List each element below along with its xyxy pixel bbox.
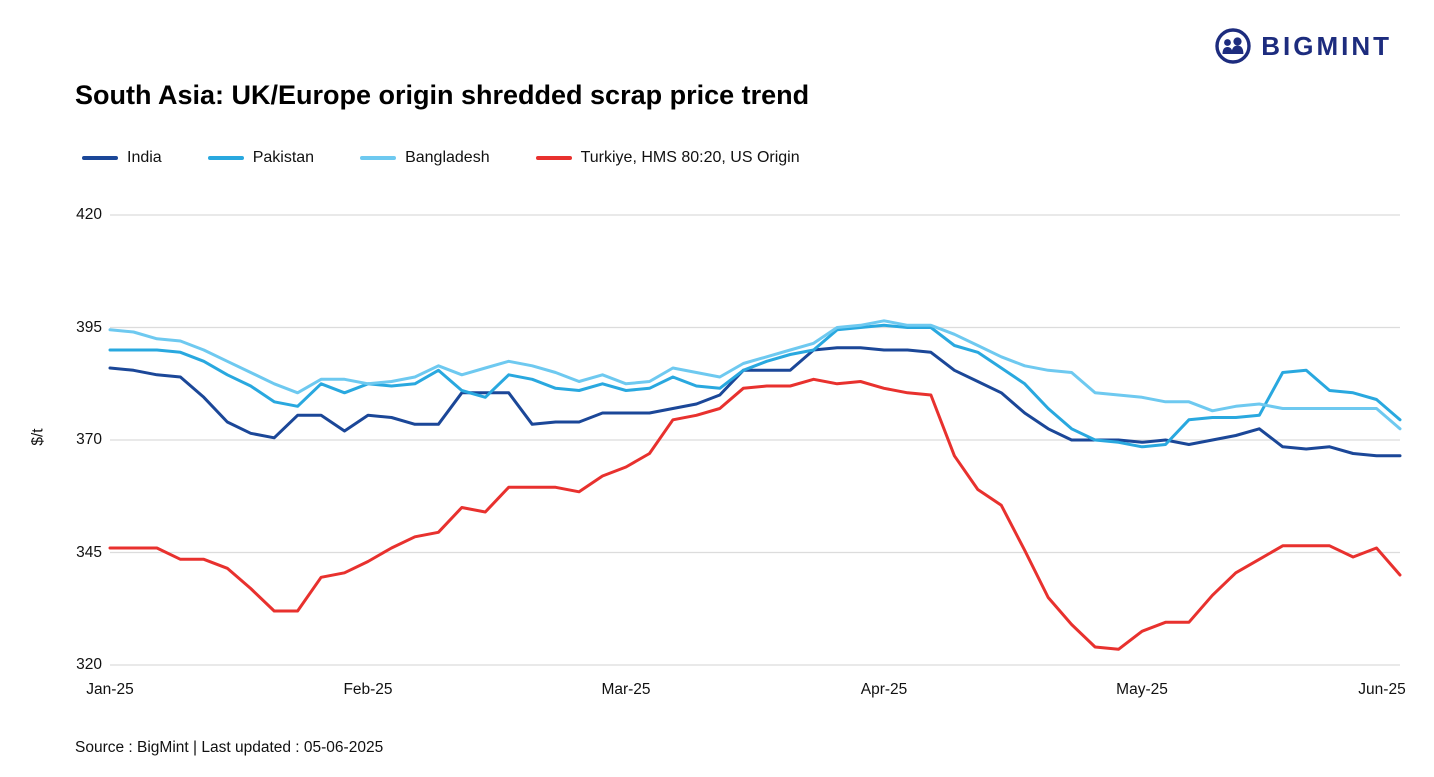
legend-swatch-pakistan (207, 156, 244, 160)
legend-item-pakistan: Pakistan (207, 149, 315, 167)
bigmint-logo: BIGMINT (1214, 27, 1392, 65)
chart-legend: India Pakistan Bangladesh Turkiye, HMS 8… (82, 149, 800, 167)
y-axis-label: $/t (29, 428, 47, 446)
page-title: South Asia: UK/Europe origin shredded sc… (75, 80, 810, 110)
x-tick-label: Mar-25 (601, 681, 651, 698)
bigmint-logo-icon (1215, 28, 1251, 64)
bigmint-logo-text: BIGMINT (1261, 30, 1392, 61)
y-tick-label: 395 (76, 318, 102, 336)
y-tick-label: 420 (76, 206, 102, 223)
legend-item-india: India (82, 149, 162, 167)
x-tick-label: Jan-25 (86, 681, 134, 698)
series-line-turkiye-hms-us-origin (108, 377, 1402, 651)
legend-label-india: India (127, 149, 162, 166)
y-tick-label: 370 (76, 431, 102, 448)
legend-item-turkiye: Turkiye, HMS 80:20, US Origin (535, 149, 800, 167)
y-tick-label: 320 (76, 656, 102, 673)
x-tick-label: Feb-25 (343, 681, 393, 698)
legend-item-bangladesh: Bangladesh (360, 149, 490, 167)
legend-swatch-bangladesh (360, 156, 397, 160)
legend-label-bangladesh: Bangladesh (405, 149, 490, 166)
legend-swatch-turkiye (535, 156, 572, 160)
legend-label-pakistan: Pakistan (252, 149, 315, 166)
legend-label-turkiye: Turkiye, HMS 80:20, US Origin (580, 149, 800, 166)
source-note: Source : BigMint | Last updated : 05-06-… (75, 739, 384, 756)
series-line-india (108, 346, 1402, 458)
series-line-pakistan (108, 323, 1402, 449)
y-tick-label: 345 (76, 543, 102, 561)
x-tick-label: May-25 (1116, 681, 1168, 698)
x-tick-label: Jun-25 (1358, 681, 1406, 698)
series-line-bangladesh (108, 319, 1402, 431)
legend-swatch-india (82, 156, 118, 160)
x-tick-label: Apr-25 (860, 681, 908, 698)
